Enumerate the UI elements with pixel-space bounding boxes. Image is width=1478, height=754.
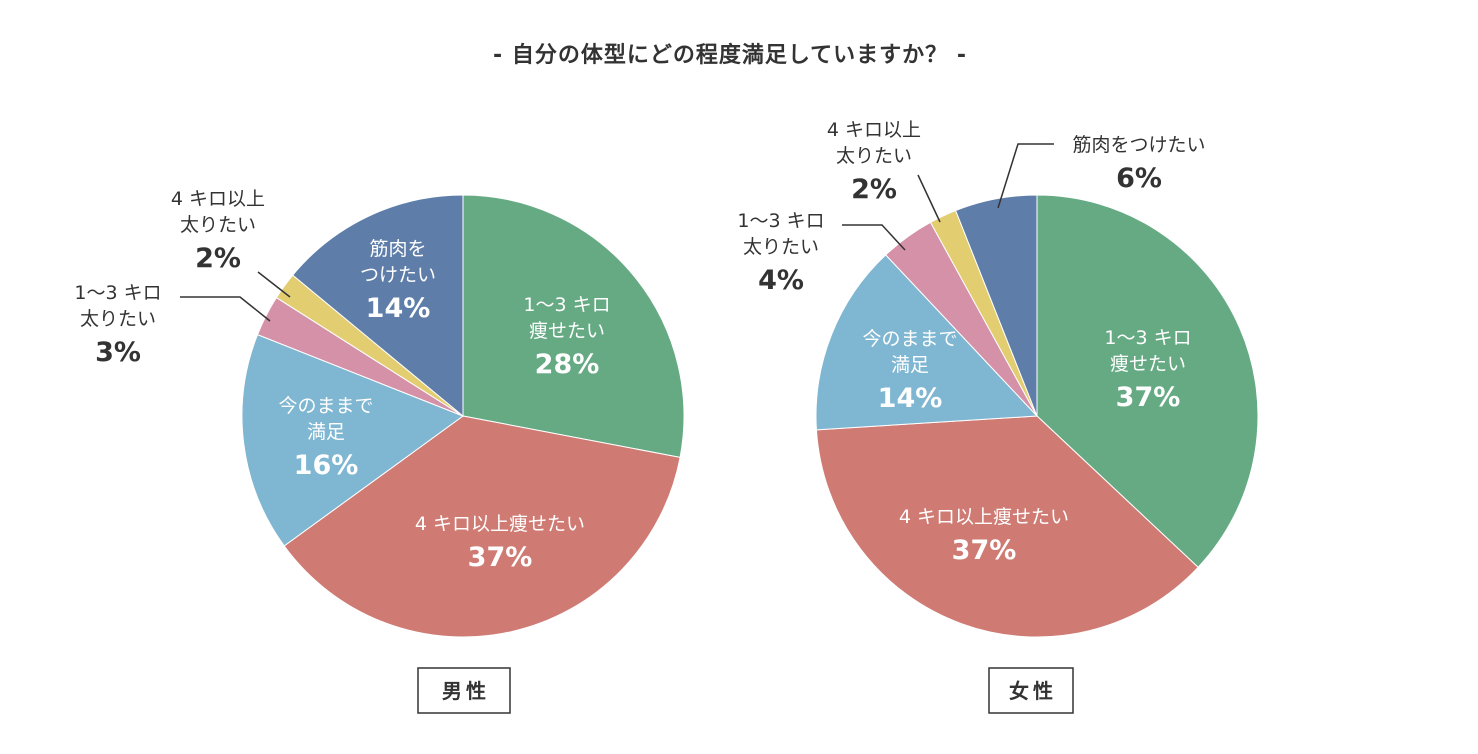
pie-slice [815, 254, 1039, 431]
slice-label: 1〜3 キロ [737, 210, 824, 232]
slice-label: 4 キロ以上 [827, 119, 921, 141]
slice-label: 太りたい [180, 214, 256, 236]
slice-label: 今のままで [278, 395, 373, 417]
slice-label: 1〜3 キロ [1104, 327, 1191, 349]
chart-title: - 自分の体型にどの程度満足していますか？ - [493, 42, 967, 68]
pie-slice [1036, 194, 1259, 568]
slice-percent: 28% [535, 349, 600, 380]
slice-label: 太りたい [80, 308, 156, 330]
leader-line [180, 296, 271, 322]
slice-percent: 37% [468, 542, 533, 573]
gender-label: 女性 [1009, 679, 1057, 703]
slice-percent: 37% [1116, 382, 1181, 413]
slice-label: つけたい [360, 264, 436, 286]
gender-label: 男性 [442, 679, 490, 703]
slice-label: 太りたい [836, 145, 912, 167]
gender-label-box [417, 667, 511, 714]
slice-percent: 37% [952, 535, 1017, 566]
slice-label: 痩せたい [529, 320, 605, 342]
slice-label: 筋肉をつけたい [1072, 134, 1205, 156]
slice-label: 痩せたい [1110, 353, 1186, 375]
slice-label: 満足 [891, 354, 929, 376]
leader-line [917, 174, 941, 223]
slice-label: 太りたい [743, 236, 819, 258]
slice-percent: 14% [366, 293, 431, 324]
slice-percent: 2% [851, 174, 897, 205]
slice-label: 1〜3 キロ [74, 282, 161, 304]
slice-percent: 2% [195, 243, 241, 274]
pie-slice [954, 194, 1038, 417]
slice-label: 1〜3 キロ [523, 294, 610, 316]
slice-percent: 6% [1116, 163, 1162, 194]
slice-label: 筋肉を [369, 238, 426, 260]
slice-label: 4 キロ以上痩せたい [415, 513, 585, 535]
slice-label: 4 キロ以上痩せたい [899, 506, 1069, 528]
slice-percent: 16% [294, 450, 359, 481]
pie-slice [283, 415, 681, 638]
gender-label-box [988, 667, 1074, 714]
leader-line [842, 224, 906, 251]
slice-label: 満足 [307, 421, 345, 443]
leader-line [257, 271, 291, 298]
slice-label: 今のままで [862, 328, 957, 350]
slice-label: 4 キロ以上 [171, 188, 265, 210]
pie-slice [462, 194, 685, 458]
leader-line [997, 143, 1054, 209]
pie-slice [292, 194, 464, 418]
slice-percent: 14% [878, 383, 943, 414]
slice-percent: 3% [95, 337, 141, 368]
slice-percent: 4% [758, 265, 804, 296]
pie-slice [241, 333, 465, 547]
pie-slice [815, 415, 1199, 638]
